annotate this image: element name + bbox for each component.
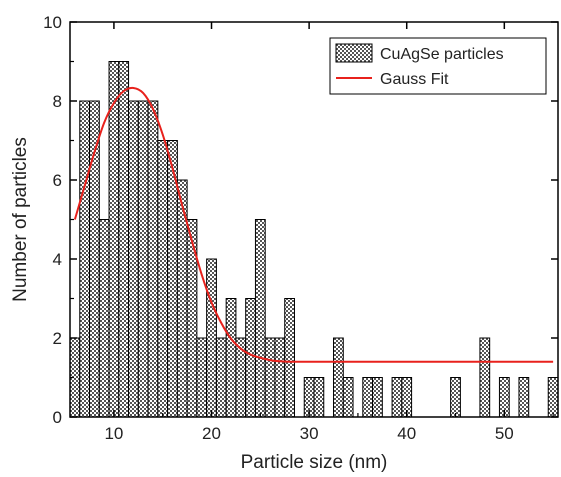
histogram-bar — [342, 377, 354, 418]
y-tick-label: 4 — [53, 250, 62, 269]
legend-swatch-histogram — [335, 43, 373, 63]
histogram-bar — [137, 100, 149, 418]
histogram-bar — [98, 219, 110, 418]
gauss-fit-line — [73, 86, 554, 363]
histogram-bars — [69, 61, 559, 418]
x-tick-label: 50 — [495, 424, 514, 443]
x-tick-label: 10 — [104, 424, 123, 443]
x-tick-label: 20 — [202, 424, 221, 443]
histogram-bar — [118, 61, 130, 418]
histogram-bar — [391, 377, 403, 418]
histogram-bar — [89, 100, 100, 418]
legend-label-histogram: CuAgSe particles — [380, 46, 504, 63]
histogram-bar — [333, 337, 344, 418]
histogram-bar — [147, 100, 159, 418]
histogram-bar — [274, 337, 286, 418]
x-tick-label: 40 — [397, 424, 416, 443]
histogram-bar — [450, 377, 461, 418]
legend-label-gauss-fit: Gauss Fit — [380, 71, 449, 88]
histogram-bar — [284, 298, 295, 418]
histogram-bar — [518, 377, 530, 418]
x-axis: 10 20 30 40 50 — [104, 22, 554, 443]
y-tick-label: 10 — [43, 13, 62, 32]
y-axis: 0 2 4 6 8 10 — [43, 13, 558, 427]
legend: CuAgSe particles Gauss Fit — [329, 37, 547, 95]
histogram-bar — [215, 337, 227, 418]
y-tick-label: 8 — [53, 92, 62, 111]
x-tick-label: 30 — [300, 424, 319, 443]
histogram-bar — [245, 298, 256, 418]
gauss-fit-group — [73, 86, 554, 363]
histogram-bar — [479, 337, 491, 418]
histogram-bar — [196, 337, 208, 418]
histogram-bar — [206, 258, 217, 418]
histogram-bar — [547, 377, 559, 418]
histogram-bar — [372, 377, 383, 418]
y-tick-label: 0 — [53, 408, 62, 427]
histogram-bar — [313, 377, 325, 418]
histogram-bar — [264, 337, 276, 418]
histogram-bar — [362, 377, 374, 418]
y-tick-label: 6 — [53, 171, 62, 190]
y-tick-label: 2 — [53, 329, 62, 348]
histogram-bar — [128, 100, 139, 418]
y-axis-label: Number of particles — [10, 137, 31, 302]
histogram-bar — [79, 100, 91, 418]
histogram-bar — [186, 219, 198, 418]
histogram-bar — [254, 219, 266, 418]
x-axis-label: Particle size (nm) — [241, 452, 388, 473]
histogram-bar — [157, 140, 169, 418]
histogram-bar — [225, 298, 237, 418]
histogram-bar — [108, 61, 120, 418]
